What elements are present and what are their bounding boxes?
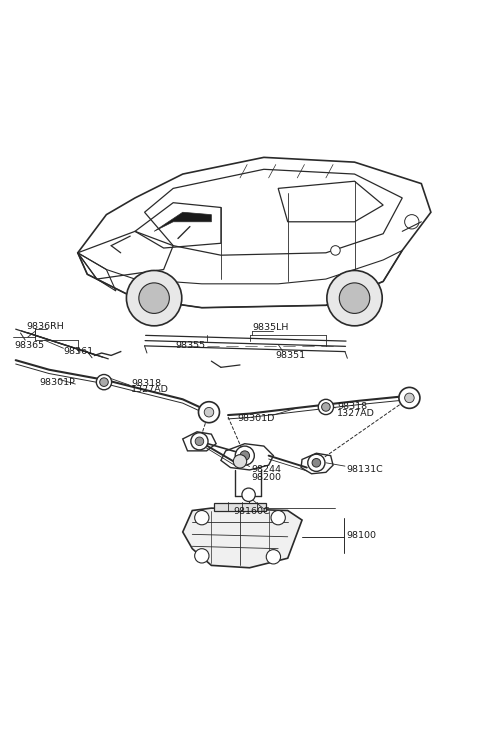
Circle shape bbox=[191, 433, 208, 450]
Circle shape bbox=[266, 550, 281, 564]
Circle shape bbox=[204, 407, 214, 417]
Text: 98301D: 98301D bbox=[238, 414, 275, 423]
Circle shape bbox=[242, 488, 255, 501]
Text: 98351: 98351 bbox=[276, 351, 306, 360]
Text: 98365: 98365 bbox=[15, 342, 45, 351]
Circle shape bbox=[322, 403, 330, 411]
Text: 9835LH: 9835LH bbox=[252, 324, 288, 333]
Circle shape bbox=[100, 377, 108, 386]
Circle shape bbox=[308, 454, 325, 471]
Circle shape bbox=[271, 511, 285, 525]
Text: 98361: 98361 bbox=[63, 347, 94, 356]
Text: 1327AD: 1327AD bbox=[337, 409, 375, 418]
Polygon shape bbox=[154, 212, 211, 231]
Circle shape bbox=[139, 283, 169, 313]
Circle shape bbox=[399, 387, 420, 408]
Circle shape bbox=[339, 283, 370, 313]
Circle shape bbox=[235, 446, 254, 465]
Text: 98301P: 98301P bbox=[39, 378, 75, 387]
Polygon shape bbox=[214, 503, 266, 511]
Circle shape bbox=[318, 399, 334, 415]
Circle shape bbox=[195, 549, 209, 563]
Circle shape bbox=[126, 270, 182, 326]
Circle shape bbox=[327, 270, 382, 326]
Text: 98318: 98318 bbox=[337, 402, 368, 411]
Circle shape bbox=[405, 393, 414, 403]
Text: 98131C: 98131C bbox=[346, 465, 383, 474]
Text: 1327AD: 1327AD bbox=[131, 385, 169, 394]
Text: 98160C: 98160C bbox=[234, 507, 270, 516]
Circle shape bbox=[195, 511, 209, 525]
Circle shape bbox=[199, 401, 219, 422]
Text: 9836RH: 9836RH bbox=[26, 322, 64, 331]
Circle shape bbox=[312, 458, 321, 467]
Polygon shape bbox=[183, 508, 302, 568]
Text: 98318: 98318 bbox=[131, 378, 161, 387]
Text: 98100: 98100 bbox=[346, 531, 376, 540]
Circle shape bbox=[96, 374, 112, 389]
Circle shape bbox=[240, 451, 250, 461]
Text: 98355: 98355 bbox=[176, 342, 206, 351]
Circle shape bbox=[331, 246, 340, 255]
Circle shape bbox=[233, 455, 247, 468]
Circle shape bbox=[195, 437, 204, 446]
Text: 98200: 98200 bbox=[252, 473, 281, 482]
Text: 98244: 98244 bbox=[252, 465, 281, 474]
